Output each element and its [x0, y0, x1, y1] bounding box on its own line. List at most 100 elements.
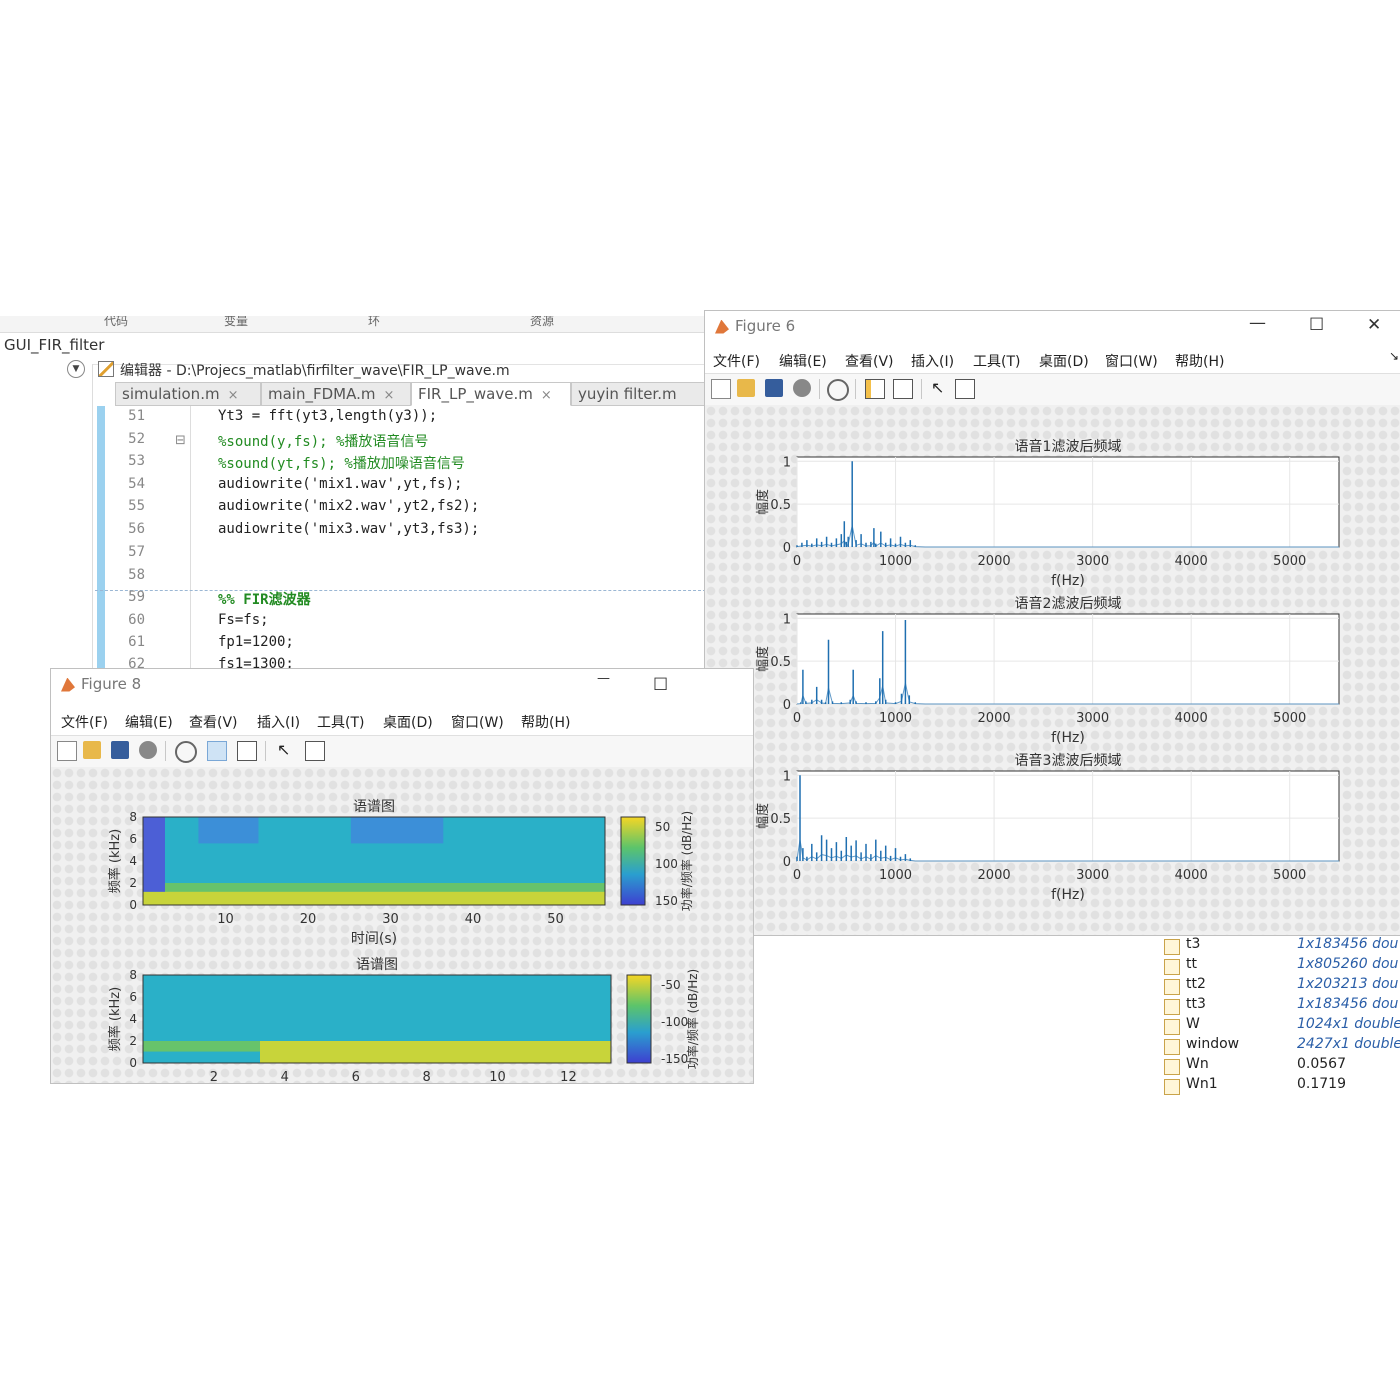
- insert-legend-icon[interactable]: [893, 379, 913, 399]
- plot-title: 语谱图: [353, 799, 395, 815]
- open-file-icon[interactable]: [83, 741, 101, 759]
- new-figure-icon[interactable]: [711, 379, 731, 399]
- menu-file[interactable]: 文件(F): [61, 715, 108, 731]
- plot-title: 语谱图: [356, 957, 398, 973]
- menu-desktop[interactable]: 桌面(D): [1039, 354, 1089, 370]
- menu-window[interactable]: 窗口(W): [451, 715, 504, 731]
- menu-tools[interactable]: 工具(T): [317, 715, 365, 731]
- minimize-button[interactable]: —: [597, 671, 610, 686]
- fold-icon[interactable]: ⊟: [175, 433, 186, 448]
- toolstrip-section: 变量: [224, 316, 249, 328]
- pointer-icon[interactable]: ↖: [931, 378, 945, 397]
- figure6-plots: 0 1000 2000 3000 4000 500000.51语音1滤波后频域f(Hz)幅…: [755, 438, 1340, 903]
- menu-insert[interactable]: 插入(I): [257, 715, 301, 731]
- x-tick-label: 4: [281, 1070, 289, 1083]
- y-tick-label: 2: [129, 1034, 137, 1048]
- plot-axes: [796, 456, 1340, 548]
- variable-icon: [1164, 999, 1180, 1015]
- maximize-button[interactable]: ☐: [1309, 315, 1325, 335]
- x-tick-label: 4000: [1175, 711, 1208, 726]
- dock-icon[interactable]: ↘: [1389, 349, 1400, 363]
- property-inspector-icon[interactable]: [305, 741, 325, 761]
- tab-simulation[interactable]: simulation.m ×: [115, 382, 261, 406]
- line-number: 57: [128, 544, 145, 560]
- variable-icon: [1164, 1039, 1180, 1055]
- toolstrip: 代码 变量 环 资源: [0, 316, 706, 333]
- spectrogram-band: [350, 817, 444, 844]
- close-icon[interactable]: ×: [540, 388, 552, 403]
- y-tick-label: 0.5: [770, 498, 791, 513]
- x-tick-label: 10: [489, 1070, 506, 1083]
- code-text: audiowrite('mix3.wav',yt3,fs3);: [218, 521, 480, 537]
- save-icon[interactable]: [765, 379, 783, 397]
- figure6-toolbar: ↖: [705, 373, 1400, 407]
- x-tick-label: 0: [793, 554, 801, 569]
- colorbar-label: 功率/频率 (dB/Hz): [685, 969, 700, 1069]
- x-tick-label: 50: [547, 912, 564, 927]
- plot-title: 语音2滤波后频域: [1015, 595, 1122, 612]
- menu-file[interactable]: 文件(F): [713, 354, 760, 370]
- tab-yuyin-filter[interactable]: yuyin filter.m: [571, 382, 705, 406]
- save-icon[interactable]: [111, 741, 129, 759]
- spectrogram-band: [198, 817, 259, 844]
- x-tick-label: 3000: [1076, 711, 1109, 726]
- x-tick-label: 5000: [1273, 868, 1306, 883]
- menu-help[interactable]: 帮助(H): [521, 715, 571, 731]
- menu-tools[interactable]: 工具(T): [973, 354, 1021, 370]
- close-icon[interactable]: ×: [227, 388, 239, 403]
- open-file-icon[interactable]: [737, 379, 755, 397]
- current-folder-name[interactable]: GUI_FIR_filter: [4, 336, 105, 354]
- window-title: Figure 8: [61, 675, 141, 693]
- menu-view[interactable]: 查看(V): [845, 354, 894, 370]
- menu-desktop[interactable]: 桌面(D): [383, 715, 433, 731]
- tab-label: simulation.m: [122, 385, 220, 403]
- menu-edit[interactable]: 编辑(E): [125, 715, 173, 731]
- maximize-button[interactable]: ☐: [653, 675, 669, 695]
- y-tick-label: 0.5: [770, 655, 791, 670]
- menu-help[interactable]: 帮助(H): [1175, 354, 1225, 370]
- menu-window[interactable]: 窗口(W): [1105, 354, 1158, 370]
- x-tick-label: 2000: [978, 554, 1011, 569]
- matlab-logo-icon: [61, 677, 75, 692]
- menu-edit[interactable]: 编辑(E): [779, 354, 827, 370]
- variable-value: 2427x1 double: [1297, 1036, 1400, 1052]
- link-plot-icon[interactable]: [175, 741, 197, 763]
- collapse-icon[interactable]: ▼: [67, 360, 85, 378]
- variable-value: 1x183456 dou: [1297, 996, 1399, 1012]
- minimize-button[interactable]: —: [1249, 313, 1266, 333]
- workspace-panel[interactable]: [1156, 932, 1400, 1084]
- variable-icon: [1164, 979, 1180, 995]
- variable-value: 0.1719: [1297, 1076, 1346, 1092]
- x-tick-label: 4000: [1175, 868, 1208, 883]
- x-tick-label: 1000: [879, 711, 912, 726]
- insert-legend-icon[interactable]: [237, 741, 257, 761]
- pointer-icon[interactable]: ↖: [277, 740, 291, 759]
- line-number: 54: [128, 476, 145, 492]
- tab-main-fdma[interactable]: main_FDMA.m ×: [261, 382, 411, 406]
- code-text: %sound(yt,fs); %播放加噪语音信号: [218, 456, 465, 472]
- link-plot-icon[interactable]: [827, 379, 849, 401]
- y-tick-label: 0: [129, 898, 137, 912]
- insert-colorbar-icon[interactable]: [207, 741, 227, 761]
- x-axis-label: f(Hz): [1051, 730, 1085, 746]
- close-button[interactable]: ✕: [1367, 315, 1382, 335]
- y-tick-label: 8: [129, 810, 137, 824]
- menu-insert[interactable]: 插入(I): [911, 354, 955, 370]
- y-tick-label: 0: [783, 698, 791, 713]
- window-title: Figure 6: [715, 317, 795, 335]
- insert-colorbar-icon[interactable]: [865, 379, 885, 399]
- tab-label: yuyin filter.m: [578, 385, 677, 403]
- x-tick-label: 1000: [879, 554, 912, 569]
- tab-fir-lp-wave[interactable]: FIR_LP_wave.m ×: [411, 382, 571, 406]
- new-figure-icon[interactable]: [57, 741, 77, 761]
- print-icon[interactable]: [139, 741, 157, 759]
- print-icon[interactable]: [793, 379, 811, 397]
- x-tick-label: 8: [422, 1070, 430, 1083]
- property-inspector-icon[interactable]: [955, 379, 975, 399]
- x-tick-label: 4000: [1175, 554, 1208, 569]
- variable-name: tt: [1186, 956, 1197, 972]
- menu-view[interactable]: 查看(V): [189, 715, 238, 731]
- toolbar-separator: [165, 741, 166, 761]
- close-icon[interactable]: ×: [383, 388, 395, 403]
- spectrogram-band: [143, 883, 605, 894]
